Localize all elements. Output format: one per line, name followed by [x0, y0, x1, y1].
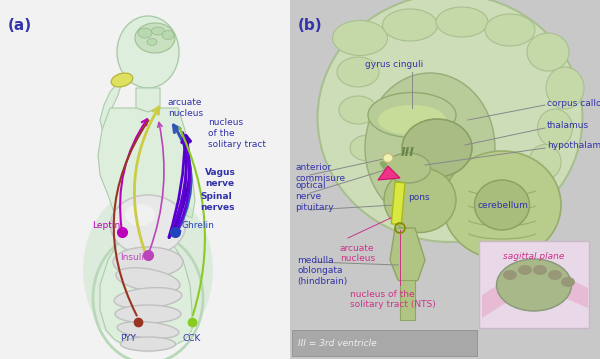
Bar: [0, 0, 290, 359]
Ellipse shape: [317, 0, 583, 242]
Ellipse shape: [533, 265, 547, 275]
Ellipse shape: [546, 67, 584, 109]
Text: corpus callosum: corpus callosum: [547, 98, 600, 107]
FancyArrowPatch shape: [175, 132, 190, 235]
Ellipse shape: [110, 195, 185, 255]
Ellipse shape: [518, 265, 532, 275]
FancyArrowPatch shape: [169, 135, 191, 238]
Text: arcuate
nucleus: arcuate nucleus: [340, 244, 375, 264]
Ellipse shape: [117, 322, 179, 339]
FancyArrowPatch shape: [169, 136, 190, 237]
Ellipse shape: [113, 247, 183, 277]
Text: nucleus
of the
solitary tract: nucleus of the solitary tract: [208, 118, 266, 149]
Ellipse shape: [114, 288, 182, 308]
Text: pituitary: pituitary: [295, 204, 334, 213]
Text: III = 3rd ventricle: III = 3rd ventricle: [298, 339, 377, 348]
Text: medulla
oblongata
(hindbrain): medulla oblongata (hindbrain): [297, 256, 347, 286]
Text: Insulin: Insulin: [120, 253, 150, 262]
FancyArrowPatch shape: [149, 122, 164, 252]
Ellipse shape: [337, 57, 379, 87]
Bar: [391, 182, 405, 225]
Ellipse shape: [83, 187, 213, 353]
Polygon shape: [390, 228, 425, 285]
Text: sagittal plane: sagittal plane: [503, 252, 565, 261]
Ellipse shape: [436, 7, 488, 37]
Polygon shape: [100, 82, 122, 155]
Ellipse shape: [383, 9, 437, 41]
Text: pons: pons: [408, 194, 430, 202]
Text: cerebellum: cerebellum: [478, 200, 529, 210]
Text: (b): (b): [298, 18, 323, 33]
FancyArrowPatch shape: [120, 119, 147, 229]
Ellipse shape: [475, 180, 530, 230]
Bar: [400, 280, 415, 320]
Text: nucleus of the
solitary tract (NTS): nucleus of the solitary tract (NTS): [350, 290, 436, 309]
FancyBboxPatch shape: [479, 241, 589, 328]
Ellipse shape: [350, 135, 386, 161]
Ellipse shape: [548, 270, 562, 280]
Polygon shape: [378, 166, 400, 180]
FancyArrowPatch shape: [114, 120, 148, 316]
Ellipse shape: [529, 145, 561, 180]
Ellipse shape: [117, 16, 179, 88]
Ellipse shape: [503, 270, 517, 280]
Ellipse shape: [402, 119, 472, 177]
Ellipse shape: [116, 268, 180, 292]
Text: Vagus
nerve: Vagus nerve: [205, 168, 236, 188]
Text: (a): (a): [8, 18, 32, 33]
Ellipse shape: [121, 337, 176, 351]
Polygon shape: [178, 130, 195, 218]
Text: PYY: PYY: [120, 334, 136, 343]
Text: thalamus: thalamus: [547, 121, 589, 131]
Ellipse shape: [365, 73, 495, 223]
Bar: [290, 0, 600, 359]
Ellipse shape: [138, 28, 152, 38]
Text: hypothalamus: hypothalamus: [547, 141, 600, 150]
Ellipse shape: [384, 168, 456, 233]
Text: anterior
commisure: anterior commisure: [295, 163, 345, 183]
Ellipse shape: [135, 23, 175, 53]
Ellipse shape: [368, 93, 456, 137]
Ellipse shape: [497, 259, 571, 311]
Ellipse shape: [443, 151, 561, 259]
Ellipse shape: [538, 109, 572, 147]
Polygon shape: [482, 262, 588, 318]
Ellipse shape: [527, 33, 569, 71]
Bar: [292, 330, 477, 356]
Ellipse shape: [162, 31, 174, 39]
Ellipse shape: [125, 204, 155, 226]
Ellipse shape: [485, 14, 535, 46]
Text: CCK: CCK: [183, 334, 201, 343]
FancyArrowPatch shape: [173, 133, 186, 235]
Text: III: III: [401, 145, 415, 159]
Polygon shape: [98, 108, 190, 245]
FancyArrowPatch shape: [173, 125, 191, 228]
Text: gyrus cinguli: gyrus cinguli: [365, 60, 423, 69]
Ellipse shape: [115, 305, 181, 323]
Text: Ghrelin: Ghrelin: [182, 222, 215, 230]
FancyArrowPatch shape: [134, 107, 159, 257]
Ellipse shape: [147, 38, 157, 46]
Ellipse shape: [151, 27, 164, 35]
Ellipse shape: [386, 153, 431, 183]
Text: optical
nerve: optical nerve: [295, 181, 326, 201]
Text: Leptin: Leptin: [92, 222, 120, 230]
Ellipse shape: [332, 20, 388, 56]
FancyArrowPatch shape: [179, 127, 205, 315]
Ellipse shape: [339, 96, 377, 124]
Polygon shape: [136, 88, 160, 112]
Text: arcuate
nucleus: arcuate nucleus: [168, 98, 203, 118]
Ellipse shape: [111, 73, 133, 87]
Text: Spinal
nerves: Spinal nerves: [200, 192, 235, 212]
Ellipse shape: [561, 277, 575, 287]
Ellipse shape: [383, 154, 393, 163]
Polygon shape: [100, 240, 192, 347]
Ellipse shape: [378, 105, 446, 135]
FancyArrowPatch shape: [169, 136, 188, 237]
